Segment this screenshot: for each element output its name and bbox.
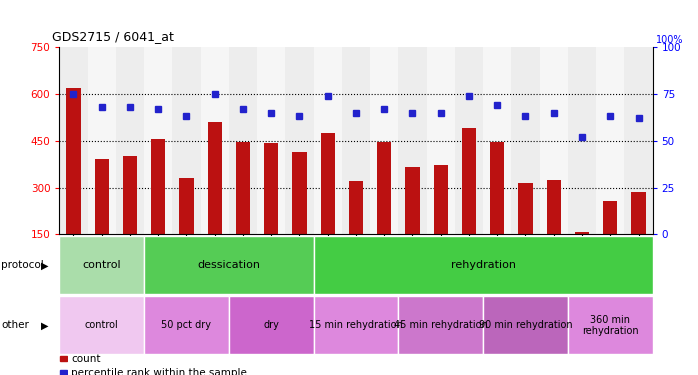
Bar [229, 296, 313, 354]
Bar [313, 47, 342, 234]
Bar [519, 183, 533, 234]
Text: 15 min rehydration: 15 min rehydration [309, 320, 403, 330]
Text: GDS2715 / 6041_at: GDS2715 / 6041_at [52, 30, 174, 43]
Bar [292, 152, 306, 234]
Text: other: other [1, 320, 29, 330]
Bar [399, 296, 483, 354]
Bar [59, 47, 87, 234]
Text: dessication: dessication [198, 260, 260, 270]
Bar [632, 192, 646, 234]
Bar [144, 236, 313, 294]
Bar [179, 177, 193, 234]
Text: control: control [82, 260, 121, 270]
Bar [433, 165, 448, 234]
Bar [568, 296, 653, 354]
Bar [59, 296, 144, 354]
Bar [200, 47, 229, 234]
Bar [512, 47, 540, 234]
Bar [313, 236, 653, 294]
Text: 360 min
rehydration: 360 min rehydration [582, 315, 639, 336]
Bar [257, 47, 285, 234]
Bar [377, 142, 392, 234]
Text: 45 min rehydration: 45 min rehydration [394, 320, 488, 330]
Bar [59, 236, 144, 294]
Text: 50 pct dry: 50 pct dry [161, 320, 211, 330]
Bar [342, 47, 370, 234]
Text: ▶: ▶ [40, 260, 48, 270]
Text: rehydration: rehydration [451, 260, 516, 270]
Bar [568, 47, 596, 234]
Bar [625, 47, 653, 234]
Text: ▶: ▶ [40, 320, 48, 330]
Bar [229, 47, 257, 234]
Bar [66, 87, 80, 234]
Text: 100%: 100% [656, 35, 683, 45]
Bar [207, 122, 222, 234]
Bar [406, 167, 419, 234]
Bar [370, 47, 399, 234]
Bar [144, 296, 229, 354]
Bar [313, 296, 399, 354]
Bar [264, 143, 279, 234]
Bar [483, 296, 568, 354]
Bar [236, 142, 250, 234]
Bar [172, 47, 200, 234]
Bar [87, 47, 116, 234]
Text: dry: dry [263, 320, 279, 330]
Bar [455, 47, 483, 234]
Bar [95, 159, 109, 234]
Text: 90 min rehydration: 90 min rehydration [479, 320, 572, 330]
Bar [490, 142, 504, 234]
Bar [123, 156, 137, 234]
Bar [596, 47, 625, 234]
Bar [399, 47, 426, 234]
Bar [320, 133, 335, 234]
Text: percentile rank within the sample: percentile rank within the sample [71, 368, 247, 375]
Text: control: control [85, 320, 119, 330]
Bar [349, 181, 363, 234]
Bar [151, 139, 165, 234]
Bar [575, 232, 589, 234]
Bar [116, 47, 144, 234]
Bar [60, 370, 67, 375]
Bar [462, 128, 476, 234]
Bar [540, 47, 568, 234]
Text: protocol: protocol [1, 260, 44, 270]
Bar [426, 47, 455, 234]
Bar [603, 201, 617, 234]
Bar [483, 47, 512, 234]
Text: count: count [71, 354, 101, 363]
Bar [285, 47, 313, 234]
Bar [144, 47, 172, 234]
Bar [547, 180, 560, 234]
Bar [60, 356, 67, 362]
